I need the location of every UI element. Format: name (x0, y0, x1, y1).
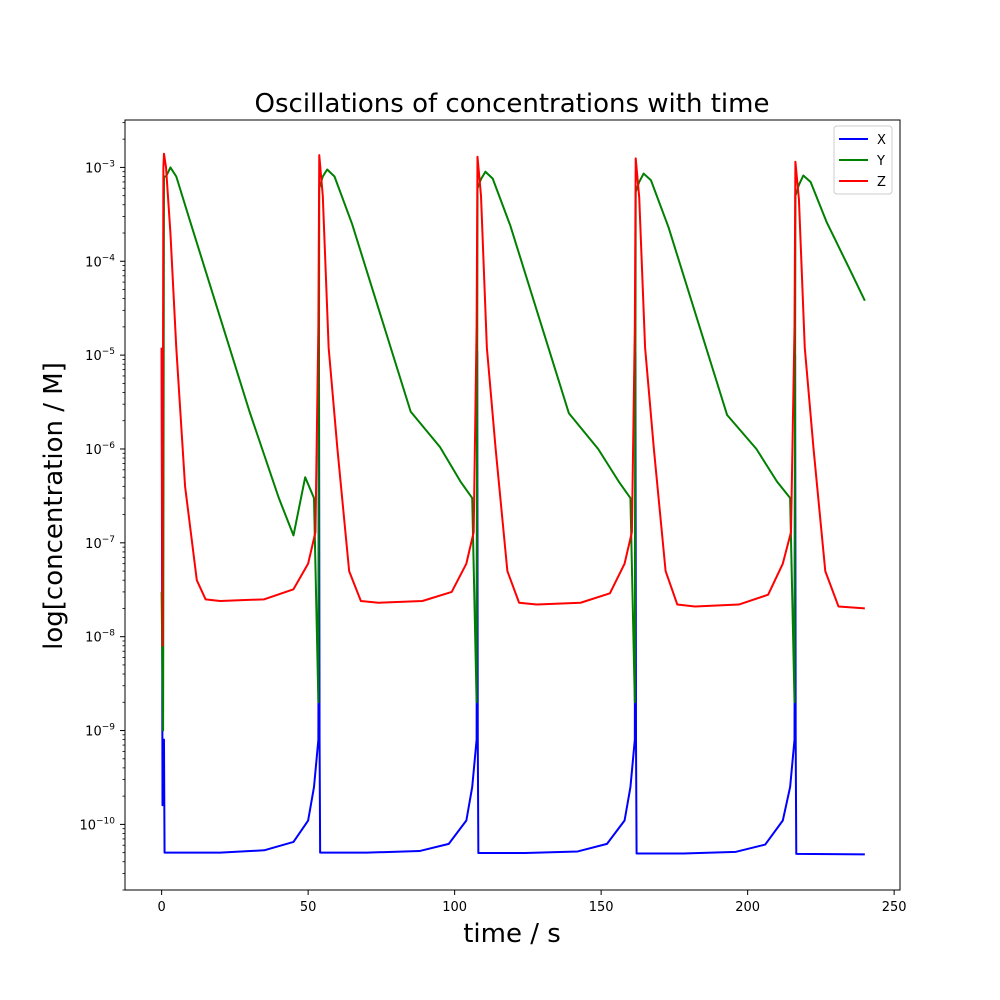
x-tick-label: 150 (589, 900, 614, 915)
y-tick-label: 10−3 (85, 159, 115, 176)
series-line-z (160, 152, 865, 647)
legend-label-z: Z (877, 175, 886, 190)
x-tick-label: 200 (735, 900, 760, 915)
y-axis-ticks: 10−10 10−9 10−8 10−7 10−6 10−5 10−4 10−3 (79, 122, 125, 891)
legend-label-y: Y (876, 154, 885, 169)
x-axis-ticks: 0 50 100 150 200 250 (157, 890, 907, 915)
y-tick-label: 10−10 (79, 816, 115, 833)
x-tick-label: 100 (442, 900, 467, 915)
plot-lines (160, 152, 866, 856)
y-tick-label: 10−5 (85, 347, 115, 364)
x-tick-label: 50 (300, 900, 317, 915)
x-tick-label: 0 (157, 900, 165, 915)
plot-frame (124, 119, 901, 891)
y-tick-label: 10−4 (85, 253, 115, 270)
x-axis-label: time / s (463, 919, 561, 949)
y-tick-label: 10−7 (85, 535, 115, 552)
y-tick-label: 10−8 (85, 629, 115, 646)
chart-title: Oscillations of concentrations with time (255, 89, 770, 119)
x-tick-label: 250 (882, 900, 907, 915)
legend: XYZ (833, 125, 893, 195)
legend-label-x: X (877, 133, 886, 148)
y-axis-label: log[concentration / M] (39, 362, 69, 650)
y-tick-label: 10−6 (85, 441, 115, 458)
y-tick-label: 10−9 (85, 723, 115, 740)
series-line-y (160, 166, 866, 732)
